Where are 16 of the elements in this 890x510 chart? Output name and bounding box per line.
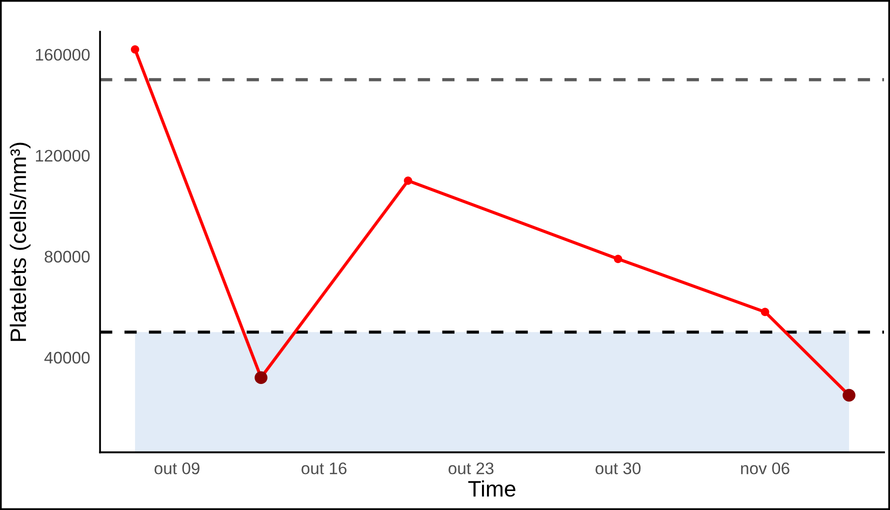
x-axis-title: Time	[468, 480, 516, 497]
y-tick-label: 40000	[44, 352, 90, 364]
y-tick-label: 160000	[36, 48, 90, 61]
x-tick-label: out 23	[448, 462, 494, 474]
y-tick-label: 80000	[44, 250, 90, 263]
point	[404, 176, 412, 185]
x-tick-label: out 30	[596, 462, 641, 474]
point	[614, 254, 622, 264]
point	[760, 308, 770, 316]
y-axis-title: Platelets (cells/mm³)	[10, 142, 31, 341]
y-tick-label: 120000	[36, 150, 90, 162]
point	[842, 388, 856, 402]
x-tick-label: out 09	[154, 462, 200, 474]
x-tick-label: out 16	[302, 462, 346, 474]
point	[130, 45, 140, 54]
x-tick-label: nov 06	[741, 462, 790, 474]
